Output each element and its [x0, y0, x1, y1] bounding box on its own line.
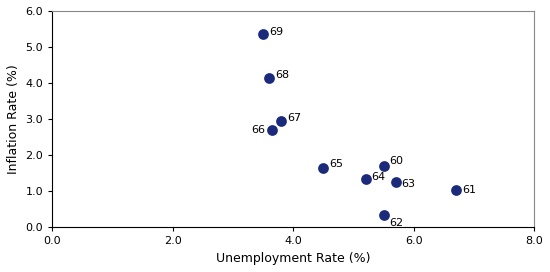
Text: 67: 67 [287, 113, 301, 123]
Point [319, 166, 328, 170]
Point [452, 187, 460, 192]
Point [379, 164, 388, 168]
Point [361, 177, 370, 181]
Point [379, 213, 388, 217]
Point [277, 119, 285, 123]
Text: 61: 61 [462, 185, 476, 194]
Text: 69: 69 [269, 27, 283, 37]
Point [391, 180, 400, 184]
Text: 63: 63 [402, 179, 416, 189]
Text: 66: 66 [251, 125, 265, 135]
Text: 64: 64 [372, 172, 386, 182]
Y-axis label: Inflation Rate (%): Inflation Rate (%) [7, 64, 20, 174]
Text: 60: 60 [389, 156, 404, 166]
X-axis label: Unemployment Rate (%): Unemployment Rate (%) [216, 252, 371, 265]
Text: 62: 62 [389, 218, 404, 228]
Point [268, 128, 277, 132]
Text: 68: 68 [275, 70, 289, 80]
Text: 65: 65 [329, 159, 343, 169]
Point [265, 76, 273, 80]
Point [258, 32, 267, 36]
